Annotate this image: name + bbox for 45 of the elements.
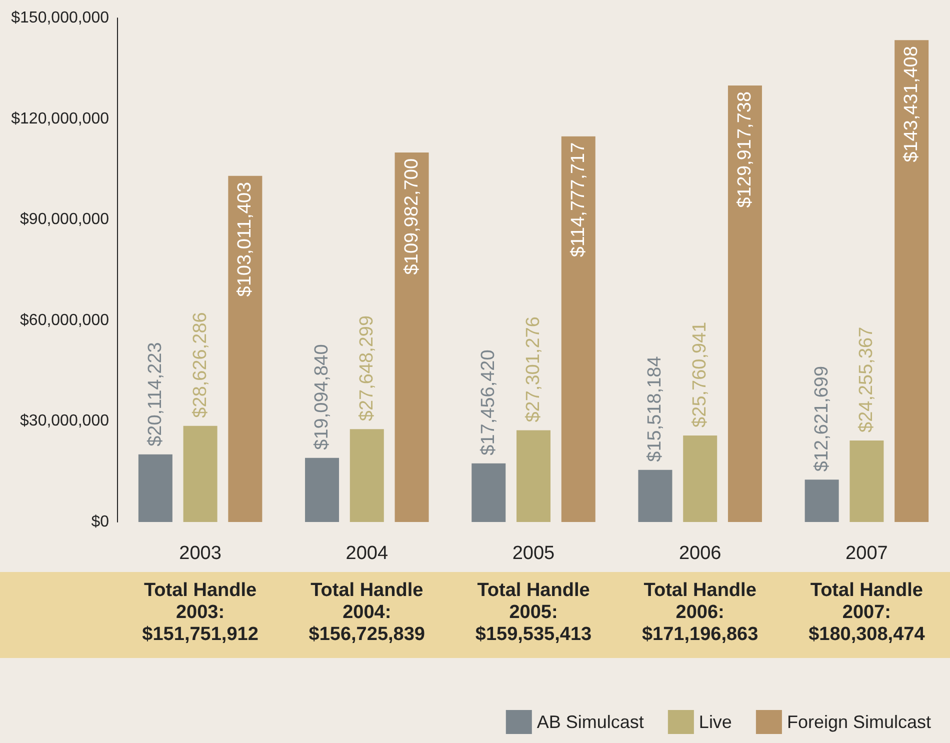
data-label: $103,011,403 xyxy=(234,182,256,297)
bar xyxy=(228,176,262,522)
data-label: $27,648,299 xyxy=(356,315,378,422)
data-label: $25,760,941 xyxy=(690,322,711,428)
y-tick-label: $120,000,000 xyxy=(11,110,110,128)
data-label: $143,431,408 xyxy=(901,46,922,162)
data-label: $28,626,286 xyxy=(190,312,211,418)
data-label: $20,114,223 xyxy=(144,342,166,446)
bar xyxy=(350,429,384,522)
bar xyxy=(183,426,218,522)
bar xyxy=(305,458,340,522)
bar xyxy=(394,152,429,522)
y-tick-label: $0 xyxy=(91,514,110,530)
bar xyxy=(638,470,672,522)
data-label: $114,777,717 xyxy=(568,142,589,258)
data-label: $12,621,699 xyxy=(811,366,832,472)
x-tick-label: 2007 xyxy=(846,543,888,564)
caption-panel: Total Handle 2003: $151,751,912 Total Handle 2004: $156,725,839 Total Handle 2005: $159,535,413 Total Handle 2006: $171,196,863 Total Handle 2007: $180,308,474 xyxy=(0,572,950,658)
x-tick-label: 2004 xyxy=(346,543,388,564)
data-label: $109,982,700 xyxy=(401,158,422,275)
data-label: $24,255,367 xyxy=(856,326,878,432)
x-tick-label: 2003 xyxy=(179,543,222,564)
y-tick-label: $90,000,000 xyxy=(20,211,110,228)
data-label: $15,518,184 xyxy=(644,356,666,462)
legend-label: AB Simulcast xyxy=(536,712,644,732)
y-tick-label: $150,000,000 xyxy=(11,10,110,26)
x-tick-label: 2006 xyxy=(678,543,722,564)
y-tick-label: $60,000,000 xyxy=(20,312,110,329)
x-tick-label: 2005 xyxy=(512,543,555,564)
bar xyxy=(472,463,506,522)
y-tick-label: $30,000,000 xyxy=(20,412,110,430)
bar xyxy=(516,430,550,522)
data-label: $17,456,420 xyxy=(478,350,500,456)
data-label: $27,301,276 xyxy=(523,316,544,422)
bar xyxy=(894,40,929,522)
bar xyxy=(138,454,172,522)
bar xyxy=(728,85,762,522)
bar xyxy=(804,480,839,522)
data-label: $19,094,840 xyxy=(312,344,333,450)
bar xyxy=(561,136,596,522)
bar xyxy=(683,435,718,522)
bar xyxy=(850,440,884,522)
data-label: $129,917,738 xyxy=(734,91,756,208)
legend-label: Foreign Simulcast xyxy=(786,712,932,732)
legend-label: Live xyxy=(698,712,732,732)
